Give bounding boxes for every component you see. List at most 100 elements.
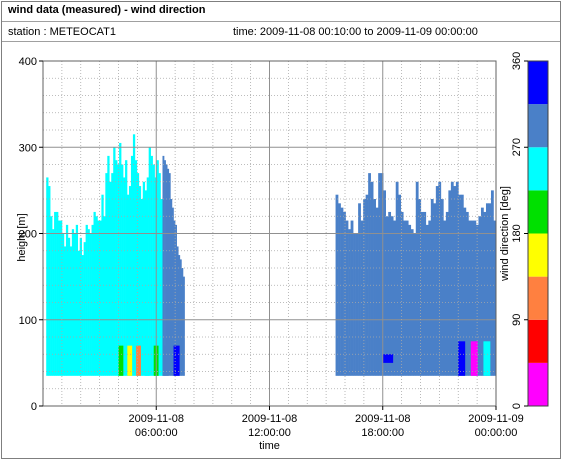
colorbar-band [528,233,548,277]
colorbar-band [528,190,548,234]
data-column [150,155,153,376]
data-column [483,211,487,376]
data-column [430,199,434,376]
data-column [355,233,359,376]
data-column [99,220,102,376]
grid-lines [43,61,496,406]
data-column [144,190,148,376]
x-tick-label-time: 06:00:00 [135,427,178,439]
data-column [50,216,53,376]
data-column [101,194,104,376]
data-column [473,220,477,376]
data-column [142,181,146,376]
data-column [77,250,81,376]
data-column [438,181,442,376]
data-column [138,186,142,376]
data-column [93,211,96,376]
data-column [390,216,394,376]
y-tick-label: 400 [19,56,37,68]
data-column [393,220,397,376]
data-column [340,207,344,376]
colorbar-band [528,276,548,320]
data-column [111,173,114,376]
colorbar-band [528,319,548,363]
data-column [428,220,432,376]
axes: 0 100 200 300 400 height [m] 2009-11-08 06:00:0… [16,56,524,452]
data-column [385,216,389,376]
data-column [71,229,75,376]
data-column [164,160,166,376]
data-column [475,224,479,376]
data-column [378,173,381,376]
data-column [119,142,122,376]
chart-meta: station : METEOCAT1 time: 2009-11-08 00:… [2,22,560,42]
data-column [115,160,118,376]
station-label: station : METEOCAT1 [8,26,116,38]
data-column [440,199,444,376]
colorbar-band [528,61,548,105]
x-axis-label: time [259,440,280,452]
low-level-cell [162,345,169,376]
data-column [75,224,79,376]
data-column [490,190,494,376]
y-tick-label: 0 [31,401,37,413]
data-column [480,207,484,376]
data-column [52,229,55,376]
data-column [353,233,356,376]
data-column [418,199,422,376]
data-column [420,211,424,376]
data-column [338,203,341,376]
x-tick-label-date: 2009-11-08 [129,413,184,425]
data-column [373,199,376,376]
data-column [175,224,177,376]
data-column [136,173,140,376]
data-column [95,216,98,376]
data-column [132,134,136,376]
data-column [160,199,163,376]
data-column [176,246,179,376]
data-column [167,168,170,376]
y-tick-label: 300 [19,142,37,154]
low-level-cell [136,345,141,376]
data-column [170,199,173,376]
data-column [179,259,182,376]
data-column [383,190,386,376]
data-column [73,233,77,376]
data-column [109,181,112,376]
data-column [358,203,361,376]
data-column [360,220,364,376]
data-column [65,224,69,376]
data-column [478,216,482,376]
data-column [448,190,452,376]
data-column [388,211,392,376]
y-tick-label: 200 [19,229,37,241]
low-level-cell [470,341,478,376]
data-column [154,177,157,376]
colorbar-tick-label: 180 [511,224,523,242]
data-column [458,194,462,376]
low-level-cell [144,345,150,376]
data-column [423,211,427,376]
low-level-cell [483,341,491,376]
data-column [450,181,454,376]
x-tick-label-time: 12:00:00 [248,427,291,439]
data-column [380,173,384,376]
colorbar-tick-label: 0 [511,403,523,409]
data-column [152,164,155,376]
data-column [125,160,128,376]
data-column [91,224,94,376]
data-column [460,194,464,376]
data-column [146,177,149,376]
data-column [54,211,57,376]
data-column [413,233,417,376]
chart-title: wind data (measured) - wind direction [2,2,560,22]
colorbar-band [528,104,548,148]
data-column [400,211,404,376]
data-column [113,147,116,376]
data-column [443,220,447,376]
data-column [398,194,402,376]
data-column [425,224,429,376]
data-column [408,224,412,376]
colorbar-tick-label: 270 [511,138,523,156]
